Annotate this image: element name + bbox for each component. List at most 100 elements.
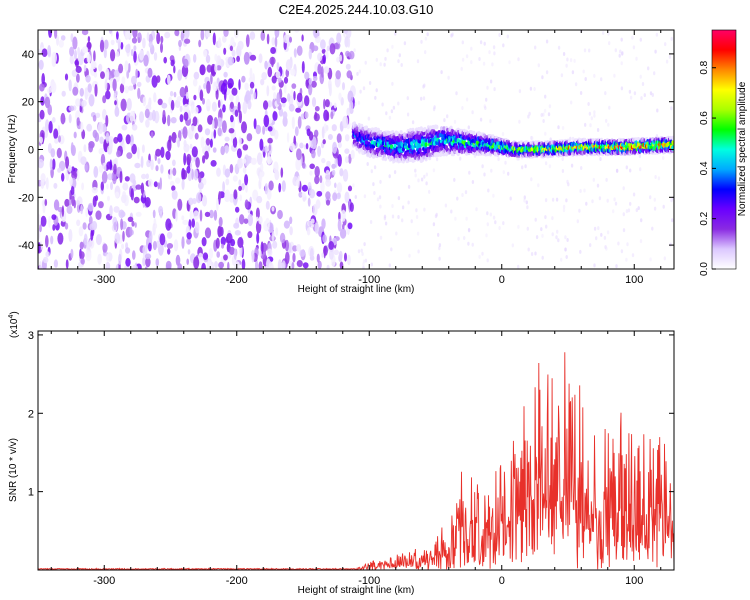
signal-blob (407, 143, 411, 149)
scatter-speck (490, 168, 493, 173)
noise-blob (204, 211, 211, 217)
scatter-speck (583, 188, 586, 193)
noise-blob (121, 76, 126, 85)
noise-blob (258, 261, 263, 269)
scatter-speck (607, 122, 610, 127)
signal-blob (423, 127, 427, 132)
scatter-speck (463, 236, 466, 240)
scatter-speck (511, 243, 514, 248)
scatter-speck (517, 264, 520, 269)
scatter-speck (481, 251, 484, 256)
noise-blob (171, 185, 176, 191)
snr-frame (37, 330, 675, 571)
noise-blob (343, 30, 349, 34)
noise-blob (70, 142, 74, 155)
noise-blob (152, 209, 156, 219)
noise-blob (112, 78, 117, 92)
noise-blob (338, 250, 343, 261)
x-tick-label: 0 (499, 575, 505, 587)
noise-blob (113, 206, 120, 213)
noise-blob (344, 148, 350, 154)
scatter-speck (397, 59, 400, 64)
scatter-speck (459, 156, 462, 161)
noise-blob (208, 248, 214, 259)
noise-blob (270, 47, 276, 54)
scatter-speck (544, 161, 548, 166)
scatter-speck (406, 96, 409, 101)
noise-blob (325, 199, 331, 206)
noise-blob (106, 253, 109, 263)
noise-blob (301, 161, 306, 169)
noise-blob (214, 63, 218, 73)
noise-blob (259, 250, 262, 257)
noise-blob (328, 241, 335, 250)
scatter-speck (460, 66, 463, 71)
noise-blob (306, 227, 311, 236)
scatter-speck (391, 44, 394, 49)
scatter-speck (589, 123, 592, 128)
scatter-speck (471, 110, 474, 115)
signal-blob (389, 156, 394, 161)
noise-blob (280, 97, 287, 104)
noise-blob (39, 83, 45, 92)
noise-blob (267, 137, 273, 144)
noise-blob (293, 48, 297, 58)
noise-blob (288, 103, 295, 112)
noise-blob (251, 249, 255, 263)
signal-blob (456, 138, 460, 143)
noise-blob (301, 61, 305, 74)
scatter-speck (358, 69, 361, 74)
signal-blob (440, 126, 444, 131)
noise-blob (267, 126, 273, 132)
signal-blob (418, 147, 422, 153)
noise-blob (118, 253, 122, 265)
noise-blob (267, 248, 273, 257)
scatter-speck (640, 96, 643, 101)
noise-blob (212, 32, 216, 46)
noise-blob (108, 30, 113, 34)
noise-blob (155, 165, 159, 172)
noise-blob (243, 51, 250, 65)
signal-blob (394, 158, 398, 163)
noise-blob (225, 147, 229, 154)
noise-blob (136, 81, 142, 87)
noise-blob (333, 102, 337, 109)
noise-blob (280, 167, 284, 178)
noise-blob (232, 136, 238, 148)
noise-blob (205, 138, 211, 146)
noise-blob (87, 83, 92, 93)
scatter-speck (632, 192, 636, 197)
scatter-speck (560, 73, 564, 78)
noise-blob (292, 252, 296, 263)
noise-blob (83, 233, 88, 246)
noise-blob (290, 68, 296, 76)
noise-blob (214, 53, 218, 62)
noise-blob (117, 133, 123, 143)
noise-blob (249, 67, 253, 80)
scatter-speck (364, 258, 368, 263)
noise-blob (266, 156, 273, 165)
noise-blob (114, 106, 120, 117)
noise-blob (233, 248, 237, 260)
noise-blob (41, 73, 45, 86)
noise-blob (111, 159, 118, 168)
noise-blob (167, 114, 171, 127)
noise-blob (204, 150, 209, 160)
noise-blob (186, 258, 189, 265)
noise-blob (161, 102, 168, 109)
noise-blob (219, 99, 223, 110)
noise-blob (348, 153, 352, 164)
noise-blob (266, 33, 270, 45)
noise-blob (88, 94, 95, 107)
noise-blob (142, 256, 146, 267)
noise-blob (88, 142, 94, 153)
scatter-speck (498, 226, 501, 230)
noise-blob (181, 215, 185, 221)
signal-blob (422, 131, 426, 136)
noise-blob (70, 248, 74, 259)
noise-blob (297, 116, 302, 129)
scatter-speck (544, 131, 547, 136)
noise-blob (145, 173, 149, 180)
scatter-speck (461, 106, 464, 110)
scatter-speck (584, 77, 587, 81)
